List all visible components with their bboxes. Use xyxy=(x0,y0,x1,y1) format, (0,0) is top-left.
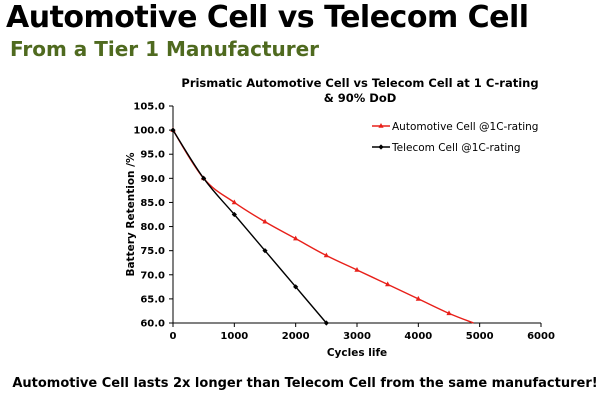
data-point-telecom xyxy=(323,320,329,326)
x-tick-label: 5000 xyxy=(466,331,494,342)
y-tick-label: 70.0 xyxy=(140,270,165,281)
legend-label-telecom: Telecom Cell @1C-rating xyxy=(391,142,521,154)
x-tick-label: 4000 xyxy=(404,331,432,342)
page-subtitle: From a Tier 1 Manufacturer xyxy=(10,37,320,61)
data-point-automotive xyxy=(293,235,299,241)
data-point-automotive xyxy=(446,310,452,316)
data-point-automotive xyxy=(354,266,360,272)
footer-caption: Automotive Cell lasts 2x longer than Tel… xyxy=(12,376,598,391)
data-point-telecom xyxy=(201,175,207,181)
y-tick-label: 65.0 xyxy=(140,294,165,305)
series-line-telecom xyxy=(172,129,327,324)
series-line-automotive xyxy=(172,129,474,324)
x-tick-label: 1000 xyxy=(220,331,248,342)
data-point-telecom xyxy=(231,211,237,218)
y-tick-label: 75.0 xyxy=(140,246,165,257)
chart-title: Prismatic Automotive Cell vs Telecom Cel… xyxy=(181,76,539,105)
legend-label-automotive: Automotive Cell @1C-rating xyxy=(392,121,538,133)
y-tick-label: 95.0 xyxy=(140,150,165,161)
data-point-automotive xyxy=(415,295,421,301)
y-tick-label: 100.0 xyxy=(133,126,165,137)
data-point-telecom xyxy=(293,284,299,290)
legend-marker-automotive xyxy=(378,123,384,128)
y-tick-label: 85.0 xyxy=(140,198,165,209)
page-title: Automotive Cell vs Telecom Cell xyxy=(6,0,529,35)
x-axis-label: Cycles life xyxy=(327,347,387,359)
x-tick-label: 6000 xyxy=(527,331,555,342)
y-axis-label: Battery Retention /% xyxy=(125,152,137,277)
data-point-automotive xyxy=(385,281,391,287)
x-tick-label: 3000 xyxy=(343,331,371,342)
x-tick-label: 2000 xyxy=(282,331,310,342)
y-tick-label: 105.0 xyxy=(133,102,165,113)
y-tick-label: 90.0 xyxy=(140,174,165,185)
data-point-telecom xyxy=(170,127,176,133)
data-point-automotive xyxy=(323,252,329,258)
y-tick-label: 60.0 xyxy=(140,319,165,330)
y-tick-label: 80.0 xyxy=(140,222,165,233)
data-point-automotive xyxy=(231,199,237,205)
data-point-automotive xyxy=(262,218,268,224)
x-tick-label: 0 xyxy=(170,331,177,342)
data-point-telecom xyxy=(262,248,268,254)
legend-marker-telecom xyxy=(378,144,384,150)
